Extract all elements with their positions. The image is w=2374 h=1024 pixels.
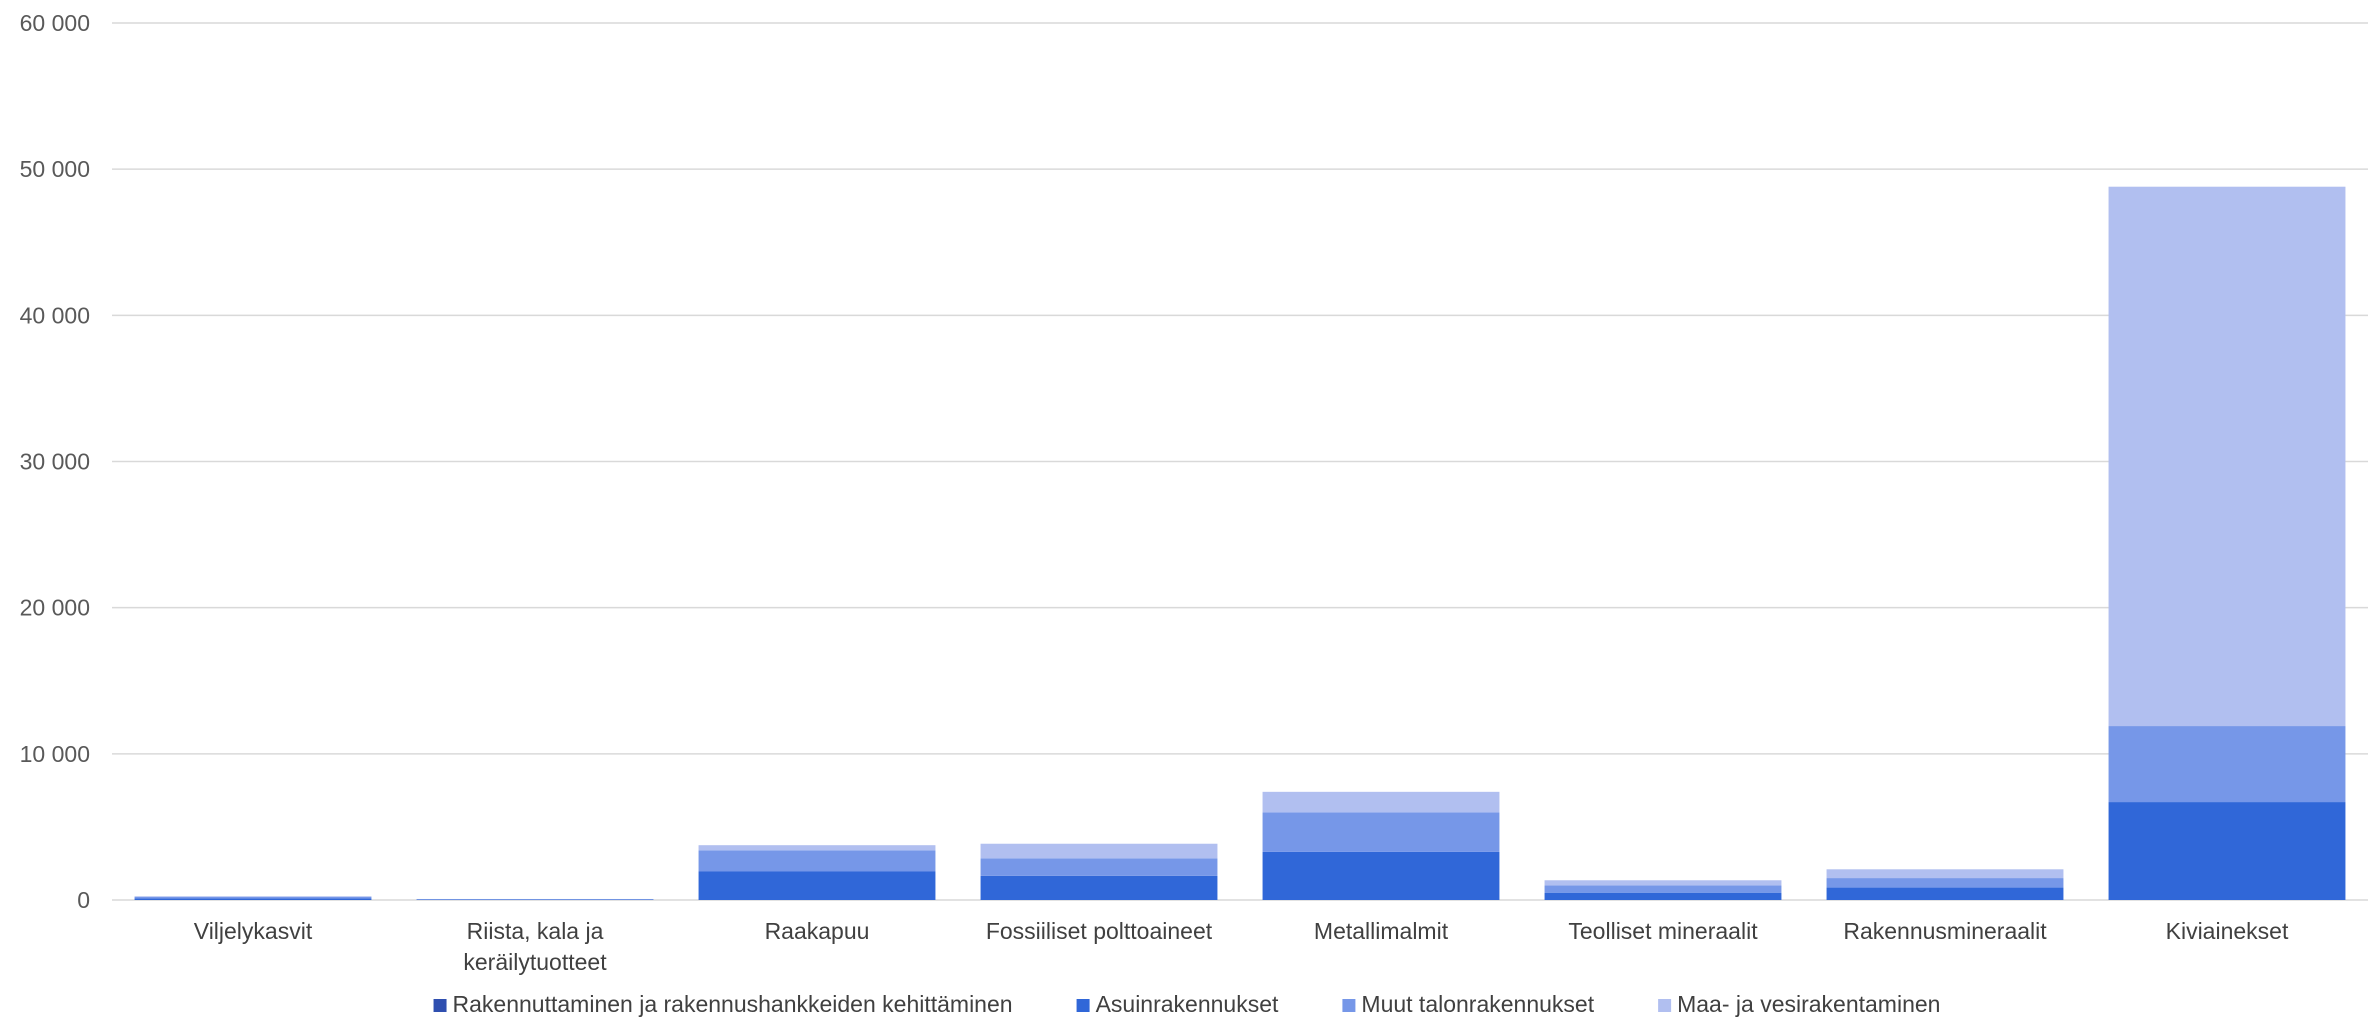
- bar-segment: [1544, 885, 1782, 893]
- bars: [134, 186, 2346, 900]
- x-tick-label: Riista, kala ja keräilytuotteet: [463, 918, 607, 975]
- legend-swatch: [1658, 999, 1672, 1012]
- bar-segment: [1826, 869, 2064, 879]
- bar-segment: [980, 875, 1218, 900]
- legend-item: Rakennuttaminen ja rakennushankkeiden ke…: [433, 991, 1013, 1017]
- y-axis-tick-labels: 0 10 000 20 000 30 000 40 000 50 000 60 000: [20, 10, 90, 913]
- y-tick-label: 50 000: [20, 156, 90, 182]
- bar-segment: [2108, 186, 2346, 727]
- bar-segment: [980, 858, 1218, 876]
- legend-item: Muut talonrakennukset: [1342, 991, 1595, 1017]
- bar-segment: [1544, 892, 1782, 900]
- bar-segment: [1262, 791, 1500, 813]
- bar-segment: [1262, 851, 1500, 900]
- y-tick-label: 10 000: [20, 741, 90, 767]
- x-tick-label: Kiviainekset: [2166, 918, 2289, 944]
- bar-segment: [1262, 812, 1500, 852]
- bar-segment: [698, 845, 936, 851]
- bar-segment: [134, 896, 372, 899]
- x-tick-label: Teolliset mineraalit: [1568, 918, 1758, 944]
- legend-swatch: [1342, 999, 1356, 1012]
- bar-segment: [1826, 878, 2064, 888]
- legend: Rakennuttaminen ja rakennushankkeiden ke…: [433, 991, 1940, 1017]
- x-tick-label: Metallimalmit: [1314, 918, 1449, 944]
- legend-label: Asuinrakennukset: [1096, 991, 1279, 1017]
- grid-lines: [112, 22, 2368, 901]
- y-tick-label: 30 000: [20, 449, 90, 475]
- bar-segment: [698, 850, 936, 872]
- legend-item: Maa- ja vesirakentaminen: [1658, 991, 1940, 1017]
- legend-label: Rakennuttaminen ja rakennushankkeiden ke…: [453, 991, 1013, 1017]
- bar-segment: [134, 898, 372, 900]
- x-axis-tick-labels: Viljelykasvit Riista, kala ja keräilytuott…: [194, 918, 2289, 975]
- x-tick-label: Rakennusmineraalit: [1843, 918, 2047, 944]
- legend-label: Maa- ja vesirakentaminen: [1677, 991, 1940, 1017]
- x-tick-label: Viljelykasvit: [194, 918, 313, 944]
- bar-segment: [2108, 802, 2346, 900]
- legend-swatch: [433, 999, 447, 1012]
- legend-item: Asuinrakennukset: [1076, 991, 1279, 1017]
- bar-segment: [698, 871, 936, 900]
- bar-segment: [1544, 880, 1782, 886]
- bar-segment: [2108, 726, 2346, 803]
- x-tick-label: Fossiiliset polttoaineet: [986, 918, 1213, 944]
- legend-label: Muut talonrakennukset: [1361, 991, 1594, 1017]
- legend-swatch: [1076, 999, 1090, 1012]
- bar-segment: [1826, 887, 2064, 900]
- bar-segment: [980, 843, 1218, 859]
- x-tick-label: Raakapuu: [765, 918, 870, 944]
- y-tick-label: 60 000: [20, 10, 90, 36]
- y-tick-label: 0: [77, 887, 90, 913]
- y-tick-label: 40 000: [20, 302, 90, 328]
- y-tick-label: 20 000: [20, 595, 90, 621]
